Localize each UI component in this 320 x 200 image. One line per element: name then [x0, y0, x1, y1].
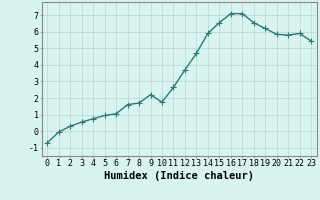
X-axis label: Humidex (Indice chaleur): Humidex (Indice chaleur)	[104, 171, 254, 181]
